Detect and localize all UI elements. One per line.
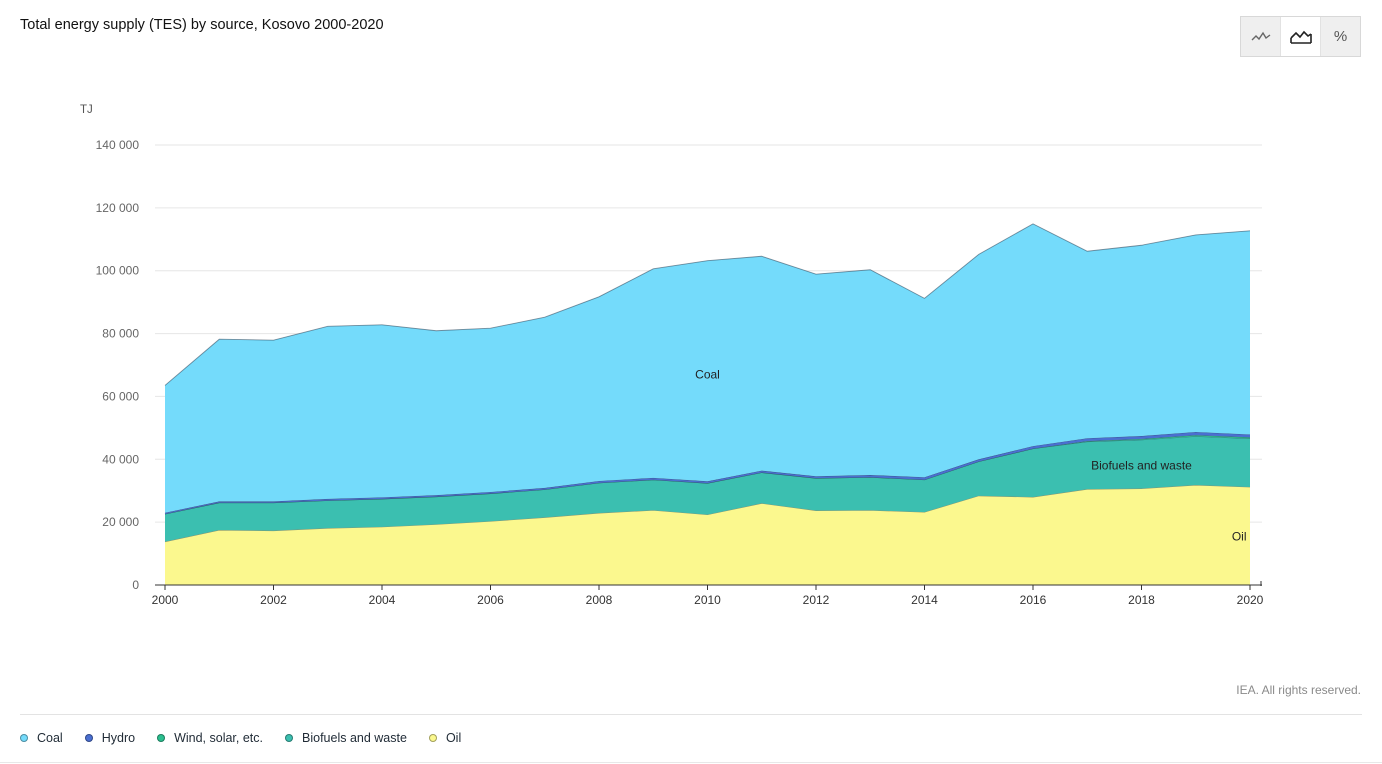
x-tick-label: 2002 <box>260 593 287 607</box>
chart-title: Total energy supply (TES) by source, Kos… <box>20 17 384 33</box>
y-tick-label: 120 000 <box>96 201 140 215</box>
x-tick-label: 2018 <box>1128 593 1155 607</box>
y-tick-label: 40 000 <box>102 452 139 466</box>
area-chart-button[interactable] <box>1281 17 1321 56</box>
x-tick-label: 2010 <box>694 593 721 607</box>
area-annotation: Biofuels and waste <box>1091 459 1192 473</box>
x-tick-label: 2020 <box>1237 593 1264 607</box>
legend: Coal Hydro Wind, solar, etc. Biofuels and w… <box>20 731 483 745</box>
legend-label: Oil <box>445 731 462 745</box>
legend-item[interactable]: Oil <box>428 731 462 745</box>
legend-swatch <box>20 734 28 742</box>
x-tick-label: 2012 <box>803 593 830 607</box>
copyright-credit: IEA. All rights reserved. <box>1236 683 1361 697</box>
legend-label: Hydro <box>101 731 136 745</box>
legend-swatch <box>428 734 437 742</box>
chart-type-toggle: % <box>1240 16 1361 57</box>
series-outline <box>164 223 1251 386</box>
x-tick-label: 2006 <box>477 593 504 607</box>
y-tick-label: 140 000 <box>96 138 140 152</box>
y-tick-label: 100 000 <box>96 264 140 278</box>
legend-swatch <box>84 734 93 742</box>
annotations: Coal Biofuels and waste Oil <box>695 367 1246 543</box>
legend-label: Biofuels and waste <box>302 731 407 745</box>
legend-item[interactable]: Coal <box>20 731 63 745</box>
legend-label: Coal <box>37 731 63 745</box>
legend-swatch <box>285 734 293 742</box>
area-annotation: Coal <box>695 367 720 381</box>
legend-label: Wind, solar, etc. <box>174 731 263 745</box>
y-tick-label: 20 000 <box>102 515 139 529</box>
y-tick-label: 0 <box>132 578 139 592</box>
stacked-area-chart: 0 20 000 40 000 60 000 80 000 100 000 120 000 1… <box>80 104 1264 607</box>
x-tick-label: 2000 <box>152 593 179 607</box>
line-chart-icon <box>1251 31 1270 40</box>
x-tick-label: 2014 <box>911 593 938 607</box>
area-coal[interactable] <box>165 223 1250 513</box>
y-tick-label: 60 000 <box>102 389 139 403</box>
x-tick-label: 2016 <box>1020 593 1047 607</box>
area-chart-icon <box>1289 30 1312 44</box>
area-annotation: Oil <box>1232 529 1247 543</box>
legend-item[interactable]: Biofuels and waste <box>285 731 407 745</box>
area-oil[interactable] <box>165 485 1250 585</box>
series-outline <box>164 431 1251 514</box>
area-biofuels-and-waste[interactable] <box>165 436 1250 542</box>
legend-item[interactable]: Wind, solar, etc. <box>157 731 263 745</box>
x-tick-label: 2008 <box>586 593 613 607</box>
bottom-divider <box>0 762 1382 763</box>
axes: 0 20 000 40 000 60 000 80 000 100 000 120 000 1… <box>96 138 1264 607</box>
percent-label: % <box>1333 28 1348 45</box>
line-chart-button[interactable] <box>1241 17 1281 56</box>
x-tick-label: 2004 <box>369 593 396 607</box>
y-axis-unit: TJ <box>80 104 93 116</box>
legend-divider <box>20 714 1362 715</box>
y-tick-label: 80 000 <box>102 327 139 341</box>
percent-button[interactable]: % <box>1321 17 1360 56</box>
legend-item[interactable]: Hydro <box>84 731 136 745</box>
legend-swatch <box>157 734 166 742</box>
area-series <box>164 223 1251 585</box>
